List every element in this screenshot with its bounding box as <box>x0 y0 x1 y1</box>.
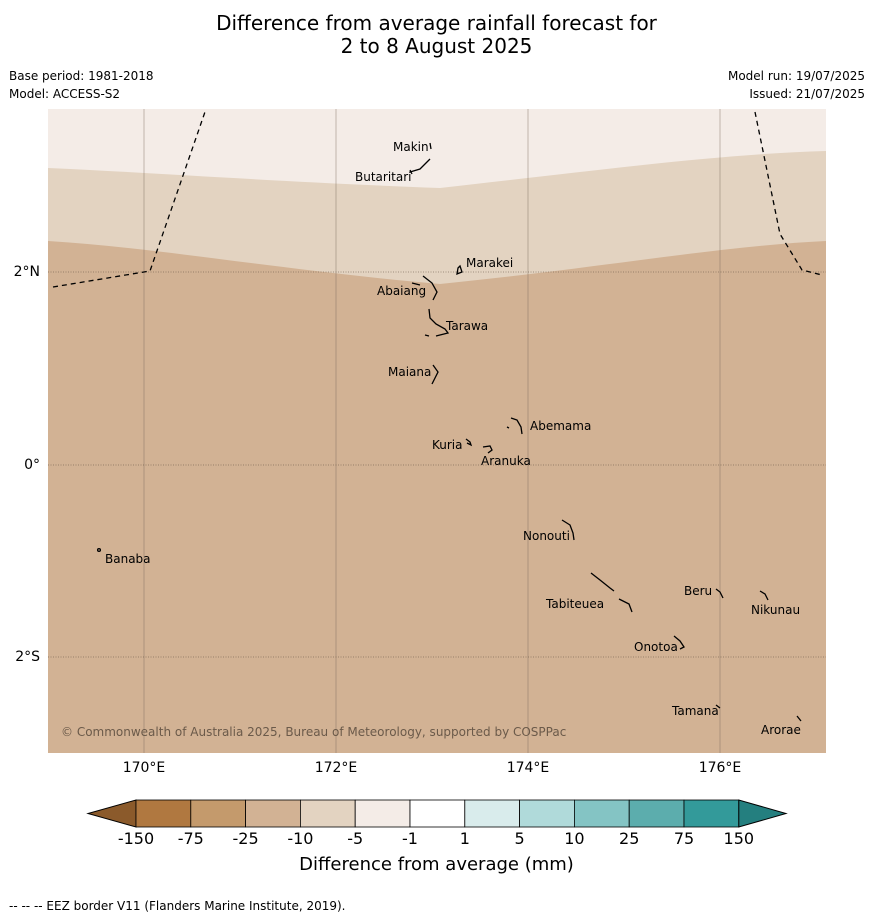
colorbar-tick-label: 75 <box>673 829 695 848</box>
colorbar-tick-label: -10 <box>287 829 314 848</box>
island-arorae <box>796 715 802 722</box>
model-run: Model run: 19/07/2025 <box>727 69 865 83</box>
colorbar-segment <box>135 799 192 828</box>
colorbar-segment <box>519 799 575 828</box>
island-marakei <box>456 264 463 276</box>
colorbar-tick-label: 25 <box>619 829 640 848</box>
island-abaiang <box>411 275 438 301</box>
graticule <box>143 109 721 753</box>
colorbar-tick-label: -1 <box>402 829 418 848</box>
eez-footnote: -- -- -- EEZ border V11 (Flanders Marine… <box>9 899 346 913</box>
model-name: Model: ACCESS-S2 <box>9 87 121 101</box>
parallels <box>48 271 826 658</box>
place-label-abaiang: Abaiang <box>377 284 426 298</box>
place-label-makin: Makin <box>393 140 429 154</box>
colorbar-segment <box>354 799 411 828</box>
lon-label-176e: 176°E <box>698 760 742 776</box>
colorbar <box>86 799 788 828</box>
colorbar-tick-label: -150 <box>117 829 155 848</box>
place-label-nikunau: Nikunau <box>751 603 800 617</box>
colorbar-tick-label: -75 <box>177 829 204 848</box>
island-nonouti <box>561 519 575 541</box>
colorbar-segment <box>574 799 630 828</box>
island-butaritari <box>409 158 431 175</box>
lat-label-0: 0° <box>24 457 40 473</box>
place-label-banaba: Banaba <box>105 552 151 566</box>
island-makin <box>429 142 432 150</box>
eez-border <box>52 108 823 288</box>
colorbar-extend-high <box>738 799 788 828</box>
place-label-aranuka: Aranuka <box>481 454 531 468</box>
title-line-1: Difference from average rainfall forecas… <box>216 11 657 35</box>
colorbar-tick-label: 1 <box>459 829 470 848</box>
place-label-nonouti: Nonouti <box>523 529 570 543</box>
lon-label-170e: 170°E <box>122 760 166 776</box>
place-label-tarawa: Tarawa <box>445 319 488 333</box>
colorbar-segment <box>245 799 301 828</box>
meta-right: Model run: 19/07/2025 Issued: 21/07/2025 <box>728 67 865 103</box>
place-label-butaritari: Butaritari <box>355 170 412 184</box>
place-label-marakei: Marakei <box>466 256 513 270</box>
colorbar-segment <box>190 799 247 828</box>
island-kuria <box>465 438 473 447</box>
island-onotoa <box>673 635 685 650</box>
place-label-kuria: Kuria <box>432 438 463 452</box>
copyright-notice: © Commonwealth of Australia 2025, Bureau… <box>61 725 566 739</box>
band-light <box>48 109 826 188</box>
colorbar-tick-label: 150 <box>723 829 755 848</box>
island-tabiteuea <box>590 572 633 613</box>
colorbar-tick-label: 5 <box>514 829 525 848</box>
colorbar-segment <box>683 799 740 828</box>
map-title: Difference from average rainfall forecas… <box>0 12 873 58</box>
colorbar-segment <box>628 799 685 828</box>
lon-label-174e: 174°E <box>506 760 550 776</box>
meta-left: Base period: 1981-2018 Model: ACCESS-S2 <box>9 67 154 103</box>
base-period: Base period: 1981-2018 <box>9 69 154 83</box>
lon-label-172e: 172°E <box>314 760 358 776</box>
title-line-2: 2 to 8 August 2025 <box>340 34 533 58</box>
place-labels: Makin Butaritari Marakei Abaiang Tarawa … <box>105 140 801 737</box>
place-label-tabiteuea: Tabiteuea <box>545 597 604 611</box>
island-tamana <box>715 704 721 709</box>
island-tarawa <box>424 308 450 337</box>
eez-border-east <box>754 111 823 276</box>
colorbar-tick-label: -25 <box>232 829 259 848</box>
colorbar-segment <box>299 799 356 828</box>
colorbar-segment <box>409 799 466 828</box>
colorbar-title: Difference from average (mm) <box>299 854 574 875</box>
colorbar-tick-label: -5 <box>347 829 364 848</box>
issued-date: Issued: 21/07/2025 <box>749 87 865 101</box>
islands <box>96 142 802 722</box>
island-maiana <box>431 364 439 385</box>
place-label-beru: Beru <box>684 584 712 598</box>
island-abemama <box>506 417 523 435</box>
map-panel: Makin Butaritari Marakei Abaiang Tarawa … <box>48 108 826 753</box>
colorbar-tick-label: 10 <box>564 829 585 848</box>
island-aranuka <box>482 445 493 454</box>
island-beru <box>715 588 724 599</box>
island-nikunau <box>759 590 769 601</box>
place-label-tamana: Tamana <box>671 704 719 718</box>
lat-label-2n: 2°N <box>13 264 40 280</box>
place-label-abemama: Abemama <box>530 419 591 433</box>
place-label-maiana: Maiana <box>388 365 431 379</box>
island-banaba <box>96 547 102 553</box>
place-label-arorae: Arorae <box>761 723 801 737</box>
lat-label-2s: 2°S <box>15 649 40 665</box>
place-label-onotoa: Onotoa <box>634 640 678 654</box>
colorbar-segment <box>464 799 520 828</box>
colorbar-extend-low <box>86 799 137 828</box>
